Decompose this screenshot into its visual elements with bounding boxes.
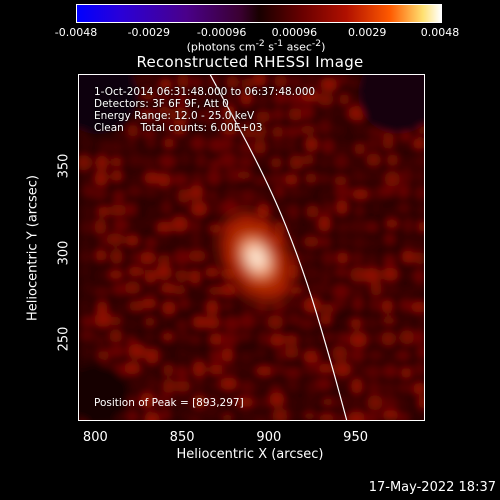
x-tick-label: 950 — [343, 430, 369, 445]
colorbar-tick-label: 0.0029 — [347, 26, 387, 39]
y-tick-label: 300 — [56, 240, 72, 266]
detectors-text: Detectors: 3F 6F 9F, Att 0 — [94, 98, 229, 110]
plot-area — [78, 74, 425, 421]
colorbar-tick-label: -0.0029 — [127, 26, 171, 39]
colorbar — [76, 4, 442, 23]
solar-limb-line — [209, 74, 348, 421]
heatmap-image — [78, 74, 425, 421]
time-range-text: 1-Oct-2014 06:31:48.000 to 06:37:48.000 — [94, 86, 316, 98]
colorbar-tick-label: 0.0048 — [420, 26, 460, 39]
y-axis-label: Heliocentric Y (arcsec) — [25, 175, 41, 321]
clean-counts-text: Clean Total counts: 6.00E+03 — [94, 122, 263, 134]
colorbar-tick-label: 0.00096 — [271, 26, 318, 39]
chart-title: Reconstructed RHESSI Image — [136, 53, 364, 71]
colorbar-unit-label: (photons cm-2 s-1 asec-2) — [186, 38, 326, 54]
energy-range-text: Energy Range: 12.0 - 25.0 keV — [94, 110, 255, 122]
peak-position-text: Position of Peak = [893,297] — [94, 397, 244, 409]
timestamp: 17-May-2022 18:37 — [368, 480, 496, 495]
x-tick-label: 900 — [256, 430, 282, 445]
x-tick-label: 800 — [82, 430, 108, 445]
y-tick-label: 250 — [56, 327, 72, 352]
y-tick-label: 350 — [56, 153, 72, 179]
x-axis-label: Heliocentric X (arcsec) — [176, 447, 324, 462]
colorbar-tick-label: -0.0048 — [54, 26, 98, 39]
x-tick-label: 850 — [169, 430, 195, 445]
colorbar-tick-label: -0.00096 — [196, 26, 247, 39]
